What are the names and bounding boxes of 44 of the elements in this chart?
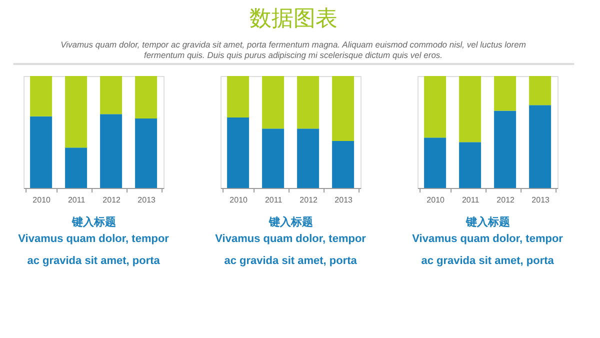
bar — [424, 76, 446, 138]
x-axis-title: 键入标题 — [268, 216, 314, 228]
text: Vivamus quam dolor, tempor ac gravida sit amet, porta — [18, 233, 170, 267]
text: 数据图表 — [249, 5, 338, 30]
bar — [100, 76, 122, 114]
bar — [227, 117, 250, 188]
bar — [332, 140, 354, 188]
bar — [30, 116, 52, 188]
x-tick-label: 2010 — [230, 196, 248, 204]
bar — [135, 76, 158, 119]
x-tick-label: 2013 — [532, 196, 550, 204]
x-tick-label: 2010 — [426, 196, 446, 204]
x-tick-label: 2011 — [264, 196, 283, 204]
x-tick-label: 2013 — [334, 196, 354, 204]
x-tick-label: 2011 — [68, 196, 86, 204]
bar — [65, 148, 88, 188]
bar — [297, 76, 320, 129]
bar — [262, 128, 284, 188]
x-tick-label: 2012 — [102, 196, 122, 204]
bar — [459, 76, 482, 142]
bar — [135, 118, 158, 188]
x-tick-label: 2012 — [300, 196, 318, 204]
x-tick-label: 2012 — [496, 196, 516, 204]
bar — [262, 76, 284, 129]
x-axis-title: 键入标题 — [465, 216, 510, 228]
bar — [297, 128, 320, 188]
text: Vivamus quam dolor, tempor ac gravida sit amet, porta — [215, 233, 367, 267]
bar — [65, 76, 88, 148]
bar — [494, 110, 516, 188]
text: Vivamus quam dolor, tempor ac gravida sit amet, porta — [412, 233, 564, 267]
bar — [30, 76, 52, 116]
bar — [529, 76, 552, 106]
bar — [494, 76, 516, 111]
x-axis-title: 键入标题 — [71, 216, 116, 228]
x-tick-label: 2011 — [462, 196, 480, 204]
bar — [332, 76, 354, 141]
x-tick-label: 2013 — [138, 196, 156, 204]
x-tick-label: 2010 — [32, 196, 52, 204]
bar — [227, 76, 250, 118]
bar — [424, 138, 446, 188]
bar — [100, 114, 122, 188]
text: Vivamus quam dolor, tempor ac gravida sit amet, porta fermentum magna. Aliquam euismod commodo nisl, vel luctus lorem fermentum quis. Duis quis purus adipiscing mi scelerisque dictum quis vel eros. — [60, 39, 526, 60]
bar — [529, 105, 552, 188]
bar — [459, 142, 482, 188]
